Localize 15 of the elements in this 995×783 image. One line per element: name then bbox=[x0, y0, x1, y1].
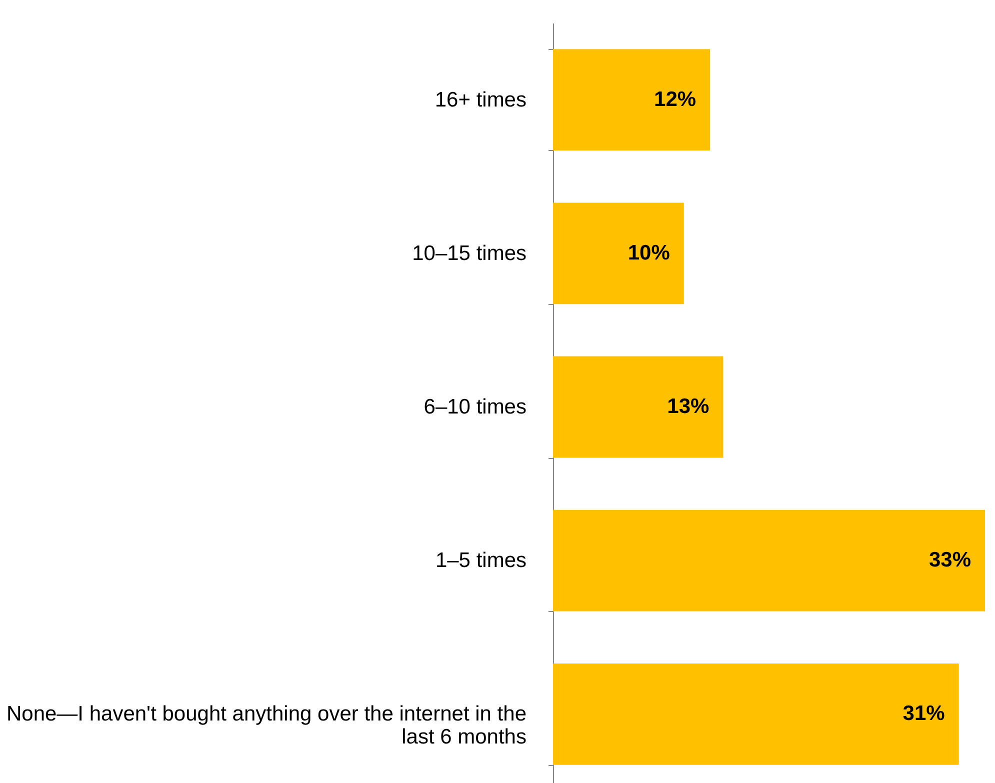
data-label: 31% bbox=[902, 702, 946, 726]
y-tick-label: 16+ times bbox=[434, 88, 526, 112]
data-label: 33% bbox=[928, 548, 972, 572]
bar bbox=[553, 356, 724, 458]
bar bbox=[553, 202, 684, 304]
bar bbox=[553, 664, 959, 765]
y-tick-label: 10–15 times bbox=[412, 242, 526, 265]
bar bbox=[553, 49, 710, 150]
y-tick-label: 6–10 times bbox=[424, 396, 526, 418]
data-label: 13% bbox=[667, 395, 710, 418]
y-tick-label: None—I haven't bought anything over the internet in the last 6 months bbox=[6, 702, 526, 749]
data-label: 12% bbox=[654, 88, 696, 111]
data-label: 10% bbox=[628, 241, 670, 264]
bar bbox=[553, 510, 985, 612]
y-tick-label: 1–5 times bbox=[435, 549, 526, 572]
